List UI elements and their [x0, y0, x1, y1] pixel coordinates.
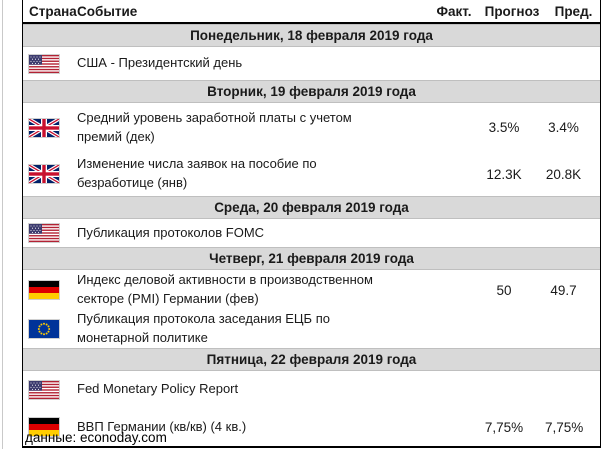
event-label: США - Президентский день — [77, 55, 243, 71]
previous-value: 20.8K — [545, 166, 582, 182]
usa-flag-icon — [28, 379, 60, 400]
country-cell — [23, 117, 77, 138]
event-label: Изменение числа заявок на пособие по без… — [77, 156, 317, 190]
country-cell — [23, 53, 77, 74]
column-header-event: Событие — [77, 3, 138, 19]
column-header-country: Страна — [29, 3, 77, 19]
germany-flag-icon — [28, 280, 60, 300]
event-label: Публикация протокола заседания ЕЦБ по мо… — [77, 311, 330, 345]
source-note: данные: econoday.com — [25, 430, 167, 445]
country-cell — [23, 164, 77, 184]
page-edge-line — [2, 0, 3, 449]
table-row: Fed Monetary Policy Report — [23, 371, 600, 409]
event-cell: Публикация протоколов FOMC — [77, 224, 429, 243]
previous-value: 49.7 — [550, 282, 577, 298]
event-label: Публикация протоколов FOMC — [77, 224, 265, 240]
economic-calendar-table: Страна Событие Факт. Прогноз Пред. Понед… — [22, 0, 601, 448]
day-header-wednesday: Среда, 20 февраля 2019 года — [23, 196, 600, 219]
event-label: Fed Monetary Policy Report — [77, 381, 239, 397]
forecast-value: 3.5% — [488, 120, 520, 135]
day-header-thursday: Четверг, 21 февраля 2019 года — [23, 247, 600, 270]
country-cell — [23, 280, 77, 300]
uk-flag-icon — [28, 117, 60, 138]
event-label: Индекс деловой активности в производстве… — [77, 272, 373, 306]
forecast-value: 50 — [496, 282, 512, 298]
country-cell — [23, 379, 77, 400]
table-header-row: Страна Событие Факт. Прогноз Пред. — [23, 0, 600, 24]
forecast-value: 7,75% — [484, 419, 524, 435]
event-cell: Fed Monetary Policy Report — [77, 380, 429, 399]
table-row: Публикация протокола заседания ЕЦБ по мо… — [23, 310, 600, 348]
event-label: ВВП Германии (кв/кв) (4 кв.) — [77, 418, 247, 434]
event-label: Средний уровень заработной платы с учето… — [77, 109, 352, 144]
day-header-tuesday: Вторник, 19 февраля 2019 года — [23, 80, 600, 103]
previous-value: 3.4% — [548, 120, 579, 135]
table-row: ВВП Германии (кв/кв) (4 кв.) 7,75% 7,75% — [23, 409, 600, 446]
event-cell: Изменение числа заявок на пособие по без… — [77, 155, 429, 193]
uk-flag-icon — [28, 164, 60, 184]
event-cell: США - Президентский день — [77, 54, 429, 73]
event-cell: Публикация протокола заседания ЕЦБ по мо… — [77, 310, 429, 348]
table-row: Изменение числа заявок на пособие по без… — [23, 152, 600, 196]
day-header-monday: Понедельник, 18 февраля 2019 года — [23, 24, 600, 47]
table-row: Публикация протоколов FOMC — [23, 219, 600, 247]
usa-flag-icon — [28, 223, 60, 243]
event-cell: ВВП Германии (кв/кв) (4 кв.) — [77, 418, 429, 437]
usa-flag-icon — [28, 53, 60, 74]
table-row: США - Президентский день — [23, 47, 600, 80]
country-cell — [23, 223, 77, 243]
event-cell: Средний уровень заработной платы с учето… — [77, 109, 429, 147]
country-cell — [23, 318, 77, 339]
column-header-previous: Пред. — [554, 3, 593, 19]
event-cell: Индекс деловой активности в производстве… — [77, 271, 429, 309]
column-header-forecast: Прогноз — [484, 3, 540, 19]
eu-flag-icon — [28, 318, 60, 339]
table-row: Средний уровень заработной платы с учето… — [23, 103, 600, 152]
table-row: Индекс деловой активности в производстве… — [23, 270, 600, 310]
day-header-friday: Пятница, 22 февраля 2019 года — [23, 347, 600, 371]
column-header-fact: Факт. — [436, 3, 472, 19]
forecast-value: 12.3K — [486, 166, 522, 182]
previous-value: 7,75% — [545, 419, 584, 435]
